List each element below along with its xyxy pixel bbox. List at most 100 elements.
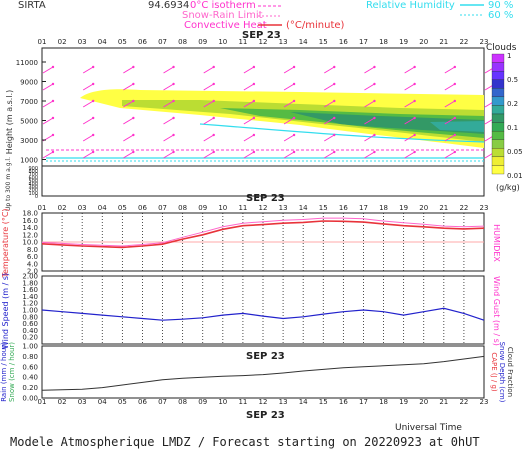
hour-tick-label: 19 (399, 398, 408, 406)
hour-tick-label: 01 (38, 204, 47, 212)
wind-arrow-head (252, 116, 256, 120)
wind-arrow-head (453, 133, 457, 137)
wind-arrow (123, 117, 134, 125)
wind-arrow-head (212, 116, 215, 120)
wind-arrow-head (91, 82, 95, 86)
hour-tick-label: 06 (138, 38, 147, 46)
hour-tick-label: 23 (480, 398, 489, 406)
temperature-ytick: 2.0 (27, 268, 38, 276)
hour-tick-label: 21 (439, 38, 448, 46)
wind-arrow (283, 151, 295, 159)
cloud-panel-ytick-zoom: 600 (28, 175, 38, 181)
temperature-ytick: 8.0 (27, 246, 38, 254)
wind-arrow-head (51, 133, 55, 137)
cloud-fraction-line (41, 355, 485, 391)
hour-tick-label: 19 (399, 38, 408, 46)
legend-snow-rain: Snow-Rain Limit (182, 10, 263, 21)
hour-tick-label: 18 (379, 204, 388, 212)
wind-arrow-head (333, 82, 336, 86)
rh90-contour-upper (199, 123, 485, 143)
clouds-legend-swatch (491, 122, 505, 132)
legend-isotherm: 0°C isotherm (190, 0, 256, 11)
hour-tick-label: 10 (218, 38, 227, 46)
temperature-panel: 18.016.014.012.010.08.06.04.02.0 (22, 210, 485, 276)
cloud-panel-ylabel: Height (m a.s.l.) (5, 90, 14, 155)
clouds-legend-swatch (491, 165, 505, 175)
wind-arrow (42, 66, 54, 74)
wind-arrow-head (252, 150, 256, 154)
wind-arrow-head (51, 150, 55, 154)
wind-arrow-head (252, 65, 256, 69)
clouds-legend-level: 0.5 (507, 76, 518, 84)
hour-tick-label: 06 (138, 398, 147, 406)
cloud-panel-ytick: 7000 (20, 98, 38, 106)
cloud-panel-ytick-zoom: 400 (28, 182, 38, 188)
wind-arrow (123, 100, 134, 108)
temperature-ytick: 10.0 (22, 239, 38, 247)
wind-arrow (324, 117, 335, 125)
hour-tick-label: 22 (459, 38, 468, 46)
hour-tick-label: 23 (480, 204, 489, 212)
hour-tick-label: 08 (178, 38, 187, 46)
wind-arrow (203, 117, 214, 125)
hour-tick-label: 22 (459, 204, 468, 212)
wind-arrow (82, 100, 94, 108)
wind-arrow (82, 151, 94, 159)
rain-ytick: 0.40 (22, 374, 38, 382)
clouds-legend-swatch (491, 62, 505, 72)
wind-arrow-head (172, 133, 175, 137)
wind-arrow-head (51, 65, 55, 69)
wind-arrow (364, 66, 375, 74)
wind-arrow-head (413, 116, 416, 120)
wind-arrow-head (292, 99, 296, 103)
clouds-legend-level: 1 (507, 52, 511, 60)
wind-arrow-head (453, 116, 457, 120)
rain-ytick: 1.00 (22, 343, 38, 351)
wind-ytick: 1.00 (22, 307, 38, 315)
wind-arrow-head (413, 82, 416, 86)
hour-tick-label: 09 (198, 38, 207, 46)
universal-time-label: Universal Time (395, 423, 462, 433)
cloud-panel-yticks: 1100090007000500030001000900800700600500… (16, 59, 46, 200)
wind-arrow-head (333, 150, 336, 154)
wind-arrow (123, 66, 134, 74)
temperature-ytick: 18.0 (22, 210, 38, 218)
wind-arrow-head (453, 150, 457, 154)
clouds-legend-level: 0.05 (507, 148, 523, 156)
hour-tick-label: 20 (419, 398, 428, 406)
wind-arrow (82, 83, 94, 91)
hour-tick-label: 16 (339, 398, 348, 406)
temperature-panel-ylabel-right: HUMIDEX (492, 224, 501, 262)
wind-arrow (324, 134, 335, 142)
hour-tick-label: 14 (299, 398, 308, 406)
rain-panel-ylabel-right3: Cloud Fraction (506, 347, 514, 397)
wind-arrow (283, 117, 295, 125)
wind-arrow-head (373, 99, 376, 103)
hour-tick-label: 23 (480, 38, 489, 46)
clouds-legend-swatch (491, 113, 505, 123)
hour-tick-label: 02 (58, 204, 67, 212)
temperature-ytick: 14.0 (22, 224, 38, 232)
hour-tick-label: 12 (259, 204, 268, 212)
clouds-legend-swatch (491, 96, 505, 106)
model-caption: Modele Atmospherique LMDZ / Forecast sta… (10, 435, 480, 449)
wind-arrow-head (373, 116, 376, 120)
wind-arrow (444, 100, 456, 108)
temperature-line (41, 220, 485, 249)
cloud-panel-ylabel2: Up to 300 m a.g.l. (5, 157, 12, 211)
hour-tick-label: 13 (279, 38, 288, 46)
clouds-legend-unit: (g/kg) (496, 183, 520, 192)
wind-arrow-head (252, 99, 256, 103)
wind-arrow (364, 151, 375, 159)
wind-arrow (444, 83, 456, 91)
wind-arrow (163, 151, 174, 159)
wind-arrow-head (172, 99, 175, 103)
hour-tick-label: 16 (339, 38, 348, 46)
hour-tick-label: 22 (459, 398, 468, 406)
cloud-panel-ytick-zoom: 500 (28, 178, 38, 184)
cloud-panel-ytick-zoom: 200 (28, 188, 38, 194)
wind-speed-line (41, 307, 485, 321)
wind-arrow-head (453, 99, 457, 103)
clouds-legend-swatch (491, 70, 505, 80)
clouds-legend-level: 0.2 (507, 100, 518, 108)
